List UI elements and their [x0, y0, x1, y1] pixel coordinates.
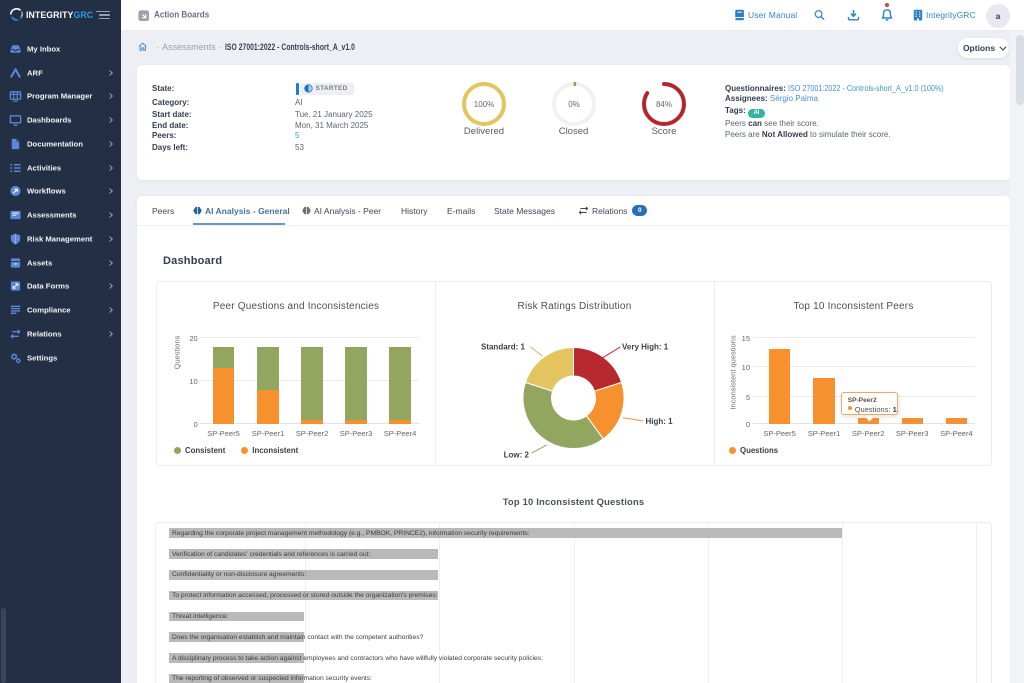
- svg-text:High: 1: High: 1: [646, 417, 674, 426]
- svg-text:100%: 100%: [474, 100, 494, 109]
- svg-text:Very High: 1: Very High: 1: [622, 343, 669, 352]
- svg-text:84%: 84%: [656, 100, 672, 109]
- svg-text:Standard: 1: Standard: 1: [481, 343, 526, 352]
- svg-text:0%: 0%: [568, 100, 580, 109]
- svg-text:Low: 2: Low: 2: [504, 451, 530, 460]
